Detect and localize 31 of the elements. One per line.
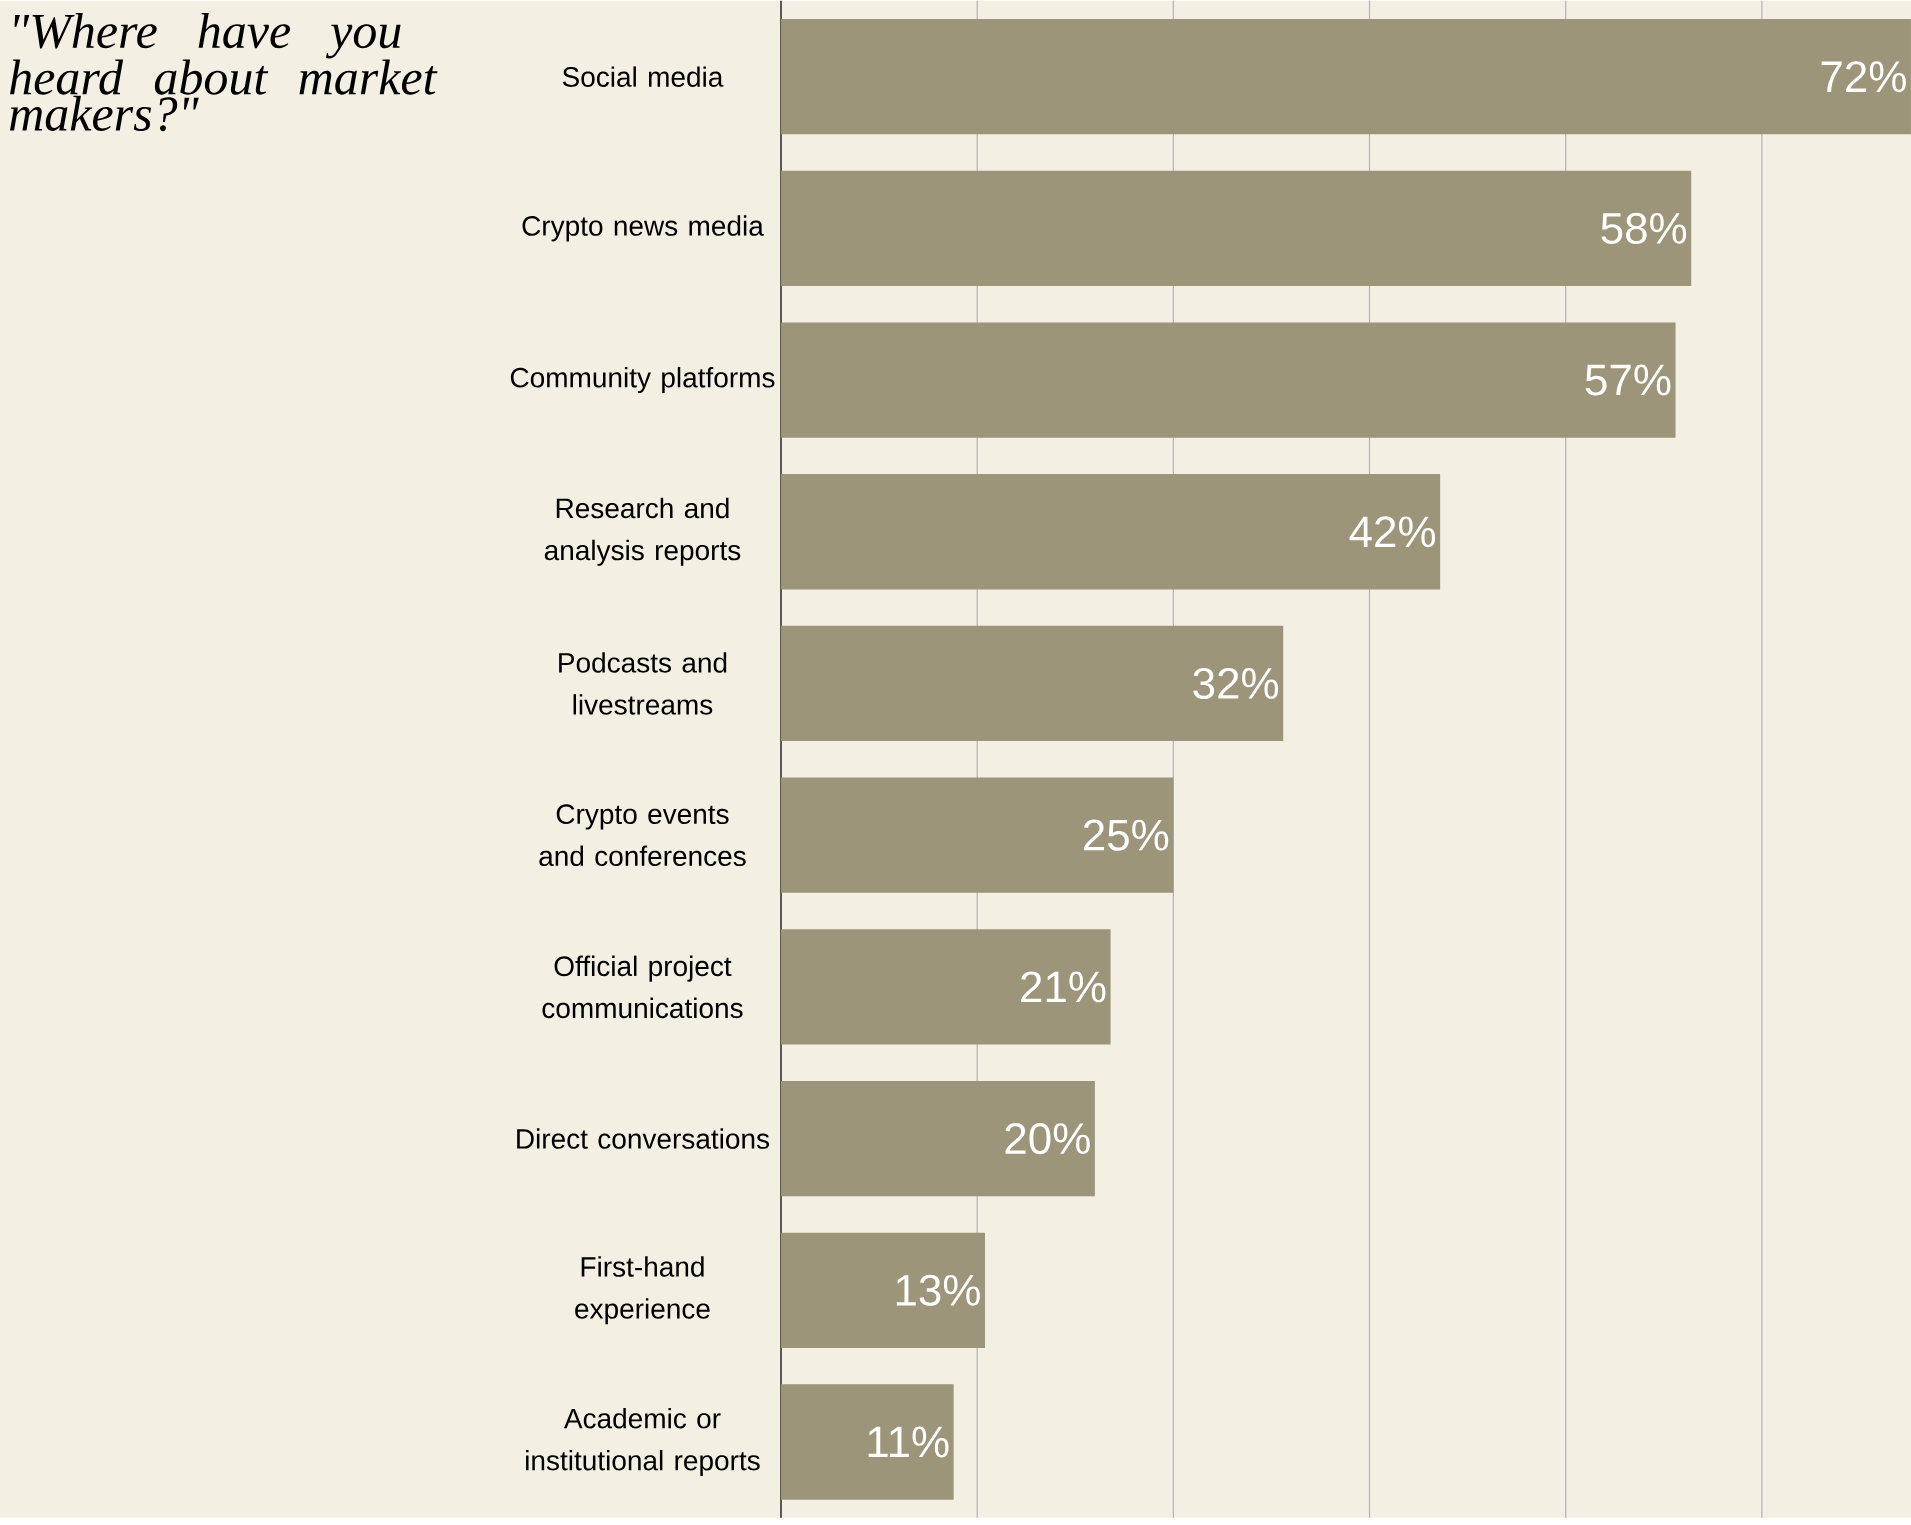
bar — [781, 777, 1174, 893]
data-label: 32% — [1193, 668, 1279, 700]
bar — [781, 929, 1111, 1045]
data-label: 25% — [1083, 819, 1169, 851]
bar — [781, 625, 1284, 742]
y-tick-label: Crypto news media — [522, 215, 764, 242]
y-tick-label: Crypto events and conferences — [539, 804, 746, 867]
bar — [781, 474, 1441, 590]
y-tick-label: Social media — [562, 66, 724, 88]
data-label: 72% — [1821, 61, 1906, 93]
y-tick-label: Academic or institutional reports — [526, 1408, 760, 1477]
y-tick-label: Community platforms — [510, 367, 775, 394]
data-label: 58% — [1601, 212, 1687, 245]
bar — [781, 1384, 954, 1500]
data-label: 21% — [1021, 971, 1106, 1003]
bar — [781, 170, 1692, 287]
data-label: 13% — [896, 1274, 980, 1307]
data-label: 57% — [1585, 364, 1671, 396]
bar — [781, 1081, 1095, 1197]
bar — [781, 322, 1676, 438]
bar — [781, 19, 1911, 135]
text: "Where have you heard about market makers?" — [10, 13, 438, 132]
y-tick-label: Official project communications — [542, 955, 743, 1019]
data-label: 42% — [1349, 516, 1436, 548]
y-tick-label: Direct conversations — [517, 1128, 770, 1150]
y-tick-label: First-hand experience — [575, 1256, 710, 1325]
bar — [781, 1232, 986, 1349]
y-tick-label: Podcasts and livestreams — [559, 652, 727, 715]
data-label: 20% — [1005, 1123, 1090, 1155]
y-tick-label: Research and analysis reports — [544, 497, 741, 566]
data-label: 11% — [868, 1426, 949, 1458]
